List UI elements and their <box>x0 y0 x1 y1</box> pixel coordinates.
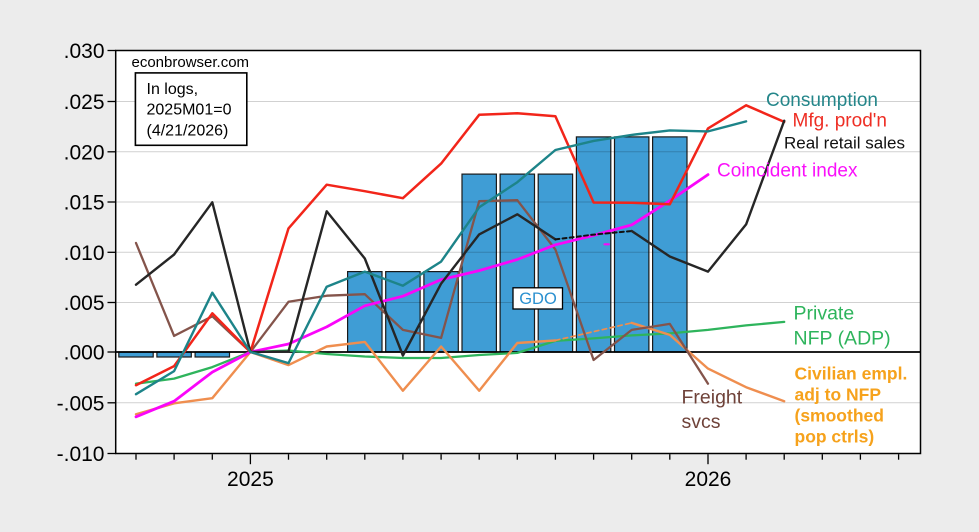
svg-text:Freight: Freight <box>682 386 743 408</box>
svg-text:Coincident index: Coincident index <box>717 161 858 182</box>
svg-text:2026: 2026 <box>685 468 732 491</box>
svg-text:.030: .030 <box>64 40 105 63</box>
svg-text:Consumption: Consumption <box>766 90 878 111</box>
svg-text:-.005: -.005 <box>57 392 105 415</box>
svg-text:GDO: GDO <box>519 290 557 308</box>
svg-text:.015: .015 <box>64 192 105 215</box>
svg-text:2025M01=0: 2025M01=0 <box>147 102 232 119</box>
svg-text:.000: .000 <box>64 342 105 365</box>
svg-text:pop ctrls): pop ctrls) <box>795 427 875 447</box>
svg-text:.020: .020 <box>64 141 105 164</box>
svg-text:.010: .010 <box>64 242 105 265</box>
svg-text:Private: Private <box>794 302 855 324</box>
svg-text:2025: 2025 <box>227 468 274 491</box>
svg-text:svcs: svcs <box>682 411 721 433</box>
svg-text:(4/21/2026): (4/21/2026) <box>147 122 229 139</box>
svg-text:.005: .005 <box>64 292 105 315</box>
svg-text:In logs,: In logs, <box>147 81 199 98</box>
svg-text:Real retail sales: Real retail sales <box>784 134 905 153</box>
svg-text:.025: .025 <box>64 91 105 114</box>
svg-text:-.010: -.010 <box>57 443 105 466</box>
svg-text:Mfg. prod'n: Mfg. prod'n <box>793 110 887 131</box>
svg-text:Civilian empl.: Civilian empl. <box>795 364 908 384</box>
svg-text:(smoothed: (smoothed <box>795 406 884 426</box>
svg-text:NFP (ADP): NFP (ADP) <box>794 328 891 350</box>
svg-text:econbrowser.com: econbrowser.com <box>132 54 250 71</box>
svg-text:adj to NFP: adj to NFP <box>795 385 882 405</box>
